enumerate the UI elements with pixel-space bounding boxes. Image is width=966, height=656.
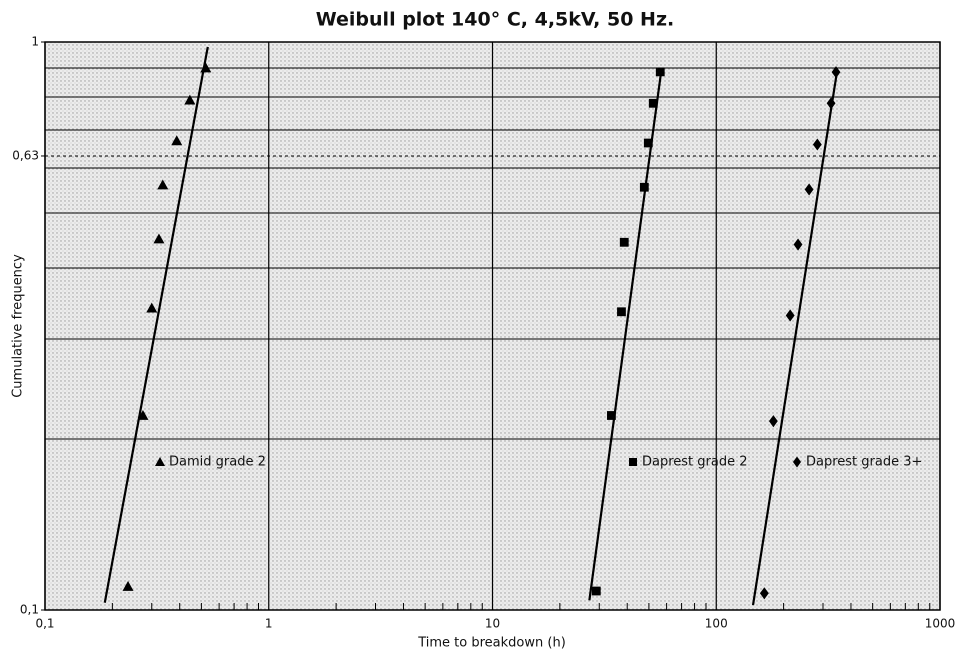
data-point [768,415,778,428]
y-axis-label: Cumulative frequency [11,254,26,398]
legend-label: Daprest grade 3+ [806,455,922,470]
data-point [619,237,629,247]
data-point [826,97,836,110]
data-point [184,94,196,105]
fit-line [103,46,209,603]
legend-label: Damid grade 2 [169,455,266,470]
data-point [639,182,649,192]
x-tick-label: 1 [265,617,273,631]
x-axis-label: Time to breakdown (h) [417,636,566,651]
x-tick-label: 10 [485,617,500,631]
y-tick-label: 1 [31,35,39,49]
fit-line [588,70,663,601]
y-tick-label: 0,1 [20,603,39,617]
data-point [812,138,822,151]
data-point [617,307,626,317]
data-point [200,62,212,73]
x-tick-label: 100 [705,617,728,631]
chart-title: Weibull plot 140° C, 4,5kV, 50 Hz. [316,9,674,31]
data-point [648,98,658,108]
data-point [607,411,616,420]
data-point [804,183,814,196]
data-point [157,179,169,190]
data-point [759,587,769,600]
data-point [643,138,653,148]
data-point [785,309,795,322]
x-tick-label: 0,1 [35,617,54,631]
legend-marker [629,458,637,466]
data-point [793,238,803,251]
data-point [171,135,183,146]
data-point [122,580,134,591]
data-point [831,66,841,79]
legend-marker [793,456,801,468]
x-tick-label: 1000 [925,617,956,631]
data-point [153,233,165,244]
data-point [591,586,601,596]
y-tick-label: 0,63 [12,148,39,162]
data-point [137,410,149,420]
legend-label: Daprest grade 2 [642,455,748,470]
data-point [655,67,665,77]
legend-marker [155,457,165,466]
fit-line [751,70,839,606]
data-point [146,302,158,313]
